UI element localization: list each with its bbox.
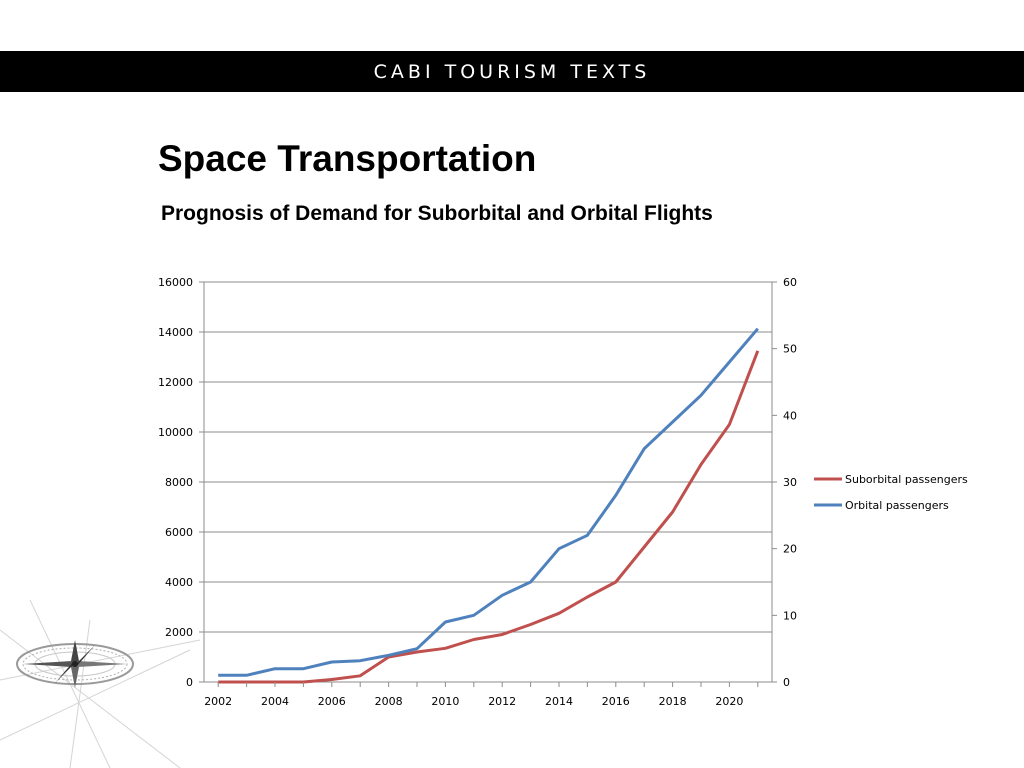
orbital-passengers-line — [218, 327, 759, 677]
legend-label-suborbital-passengers: Suborbital passengers — [845, 473, 968, 486]
y-left-tick-label: 2000 — [165, 626, 193, 639]
x-tick-label: 2020 — [715, 695, 743, 708]
y-right-tick-label: 20 — [783, 543, 797, 556]
x-tick-label: 2012 — [488, 695, 516, 708]
y-left-tick-label: 0 — [186, 676, 193, 689]
y-left-tick-label: 4000 — [165, 576, 193, 589]
x-tick-label: 2008 — [375, 695, 403, 708]
x-tick-label: 2010 — [431, 695, 459, 708]
page-title: Space Transportation — [158, 138, 537, 179]
y-left-tick-label: 6000 — [165, 526, 193, 539]
y-left-tick-label: 10000 — [158, 426, 193, 439]
x-tick-label: 2002 — [204, 695, 232, 708]
header-banner: CABI TOURISM TEXTS — [0, 51, 1024, 92]
x-tick-label: 2018 — [659, 695, 687, 708]
x-tick-label: 2014 — [545, 695, 573, 708]
y-left-tick-label: 14000 — [158, 326, 193, 339]
y-right-tick-label: 30 — [783, 476, 797, 489]
banner-text: CABI TOURISM TEXTS — [373, 60, 651, 83]
y-right-tick-label: 10 — [783, 609, 797, 622]
x-tick-label: 2004 — [261, 695, 289, 708]
y-right-tick-label: 40 — [783, 409, 797, 422]
y-right-tick-label: 60 — [783, 276, 797, 289]
y-left-tick-label: 8000 — [165, 476, 193, 489]
x-tick-label: 2016 — [602, 695, 630, 708]
page-subtitle: Prognosis of Demand for Suborbital and O… — [161, 202, 713, 225]
y-right-tick-label: 50 — [783, 343, 797, 356]
y-left-tick-label: 12000 — [158, 376, 193, 389]
y-left-tick-label: 16000 — [158, 276, 193, 289]
compass-rose-icon — [0, 600, 200, 768]
y-right-tick-label: 0 — [783, 676, 790, 689]
suborbital-passengers-line — [218, 350, 760, 684]
legend-label-orbital-passengers: Orbital passengers — [845, 499, 949, 512]
x-tick-label: 2006 — [318, 695, 346, 708]
